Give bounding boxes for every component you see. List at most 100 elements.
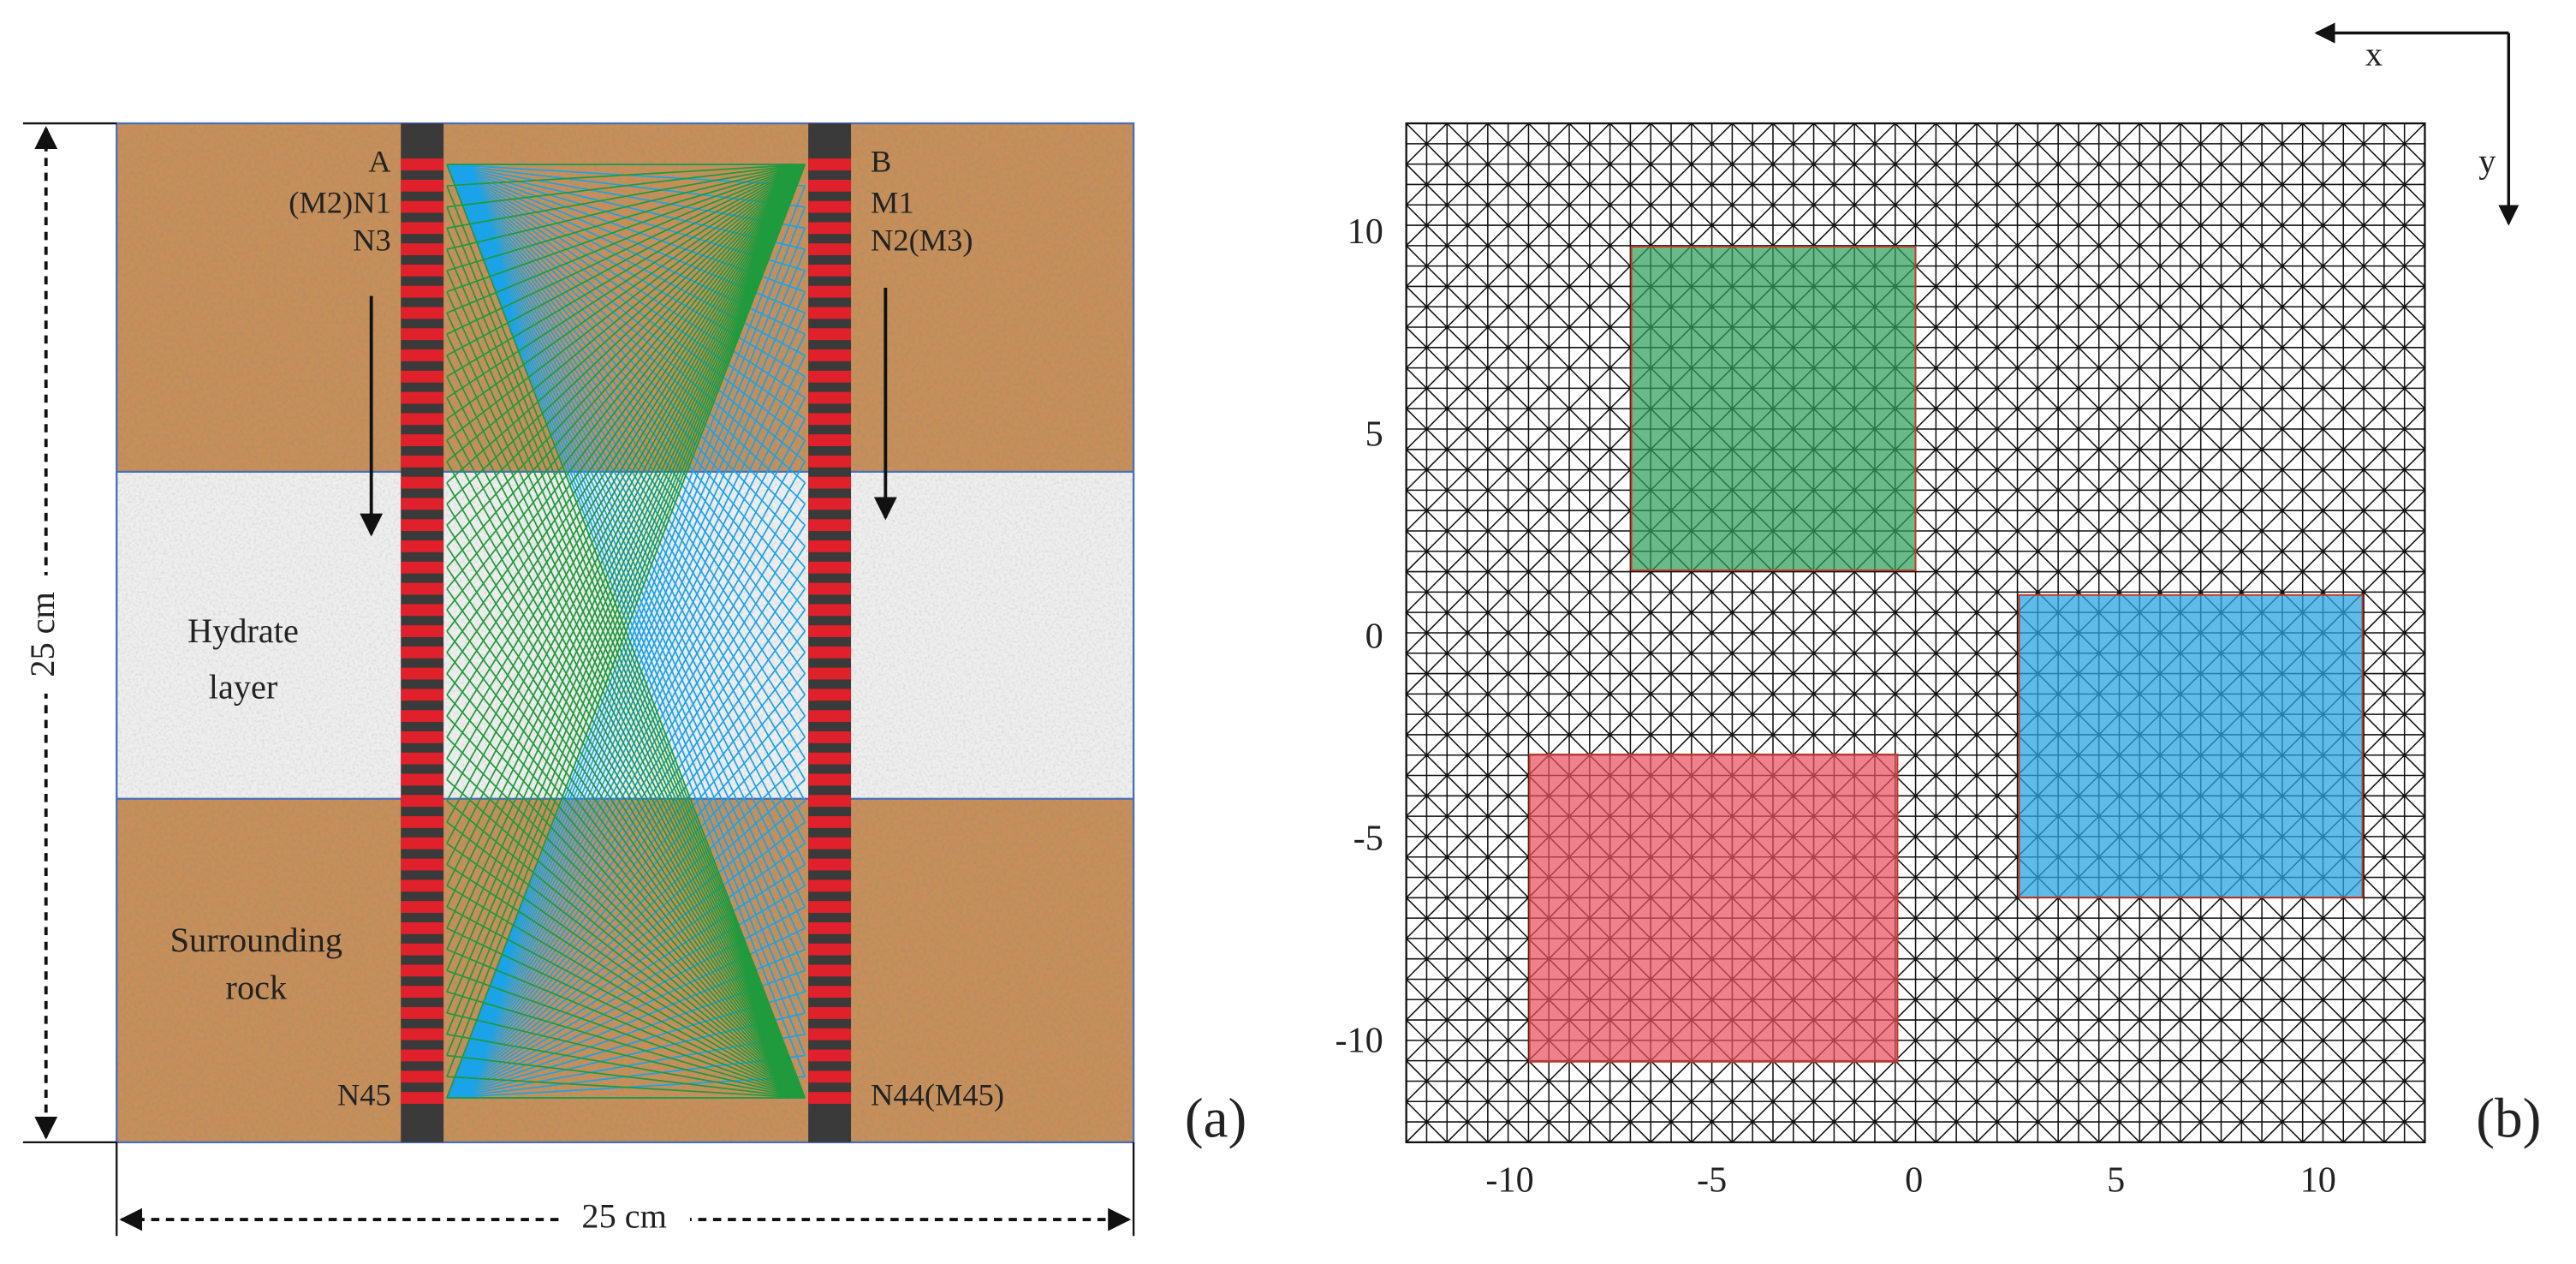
electrode <box>401 667 444 680</box>
electrode <box>808 604 852 617</box>
ray-paths <box>446 164 806 1099</box>
borehole-label: B <box>871 144 891 178</box>
electrode <box>808 901 852 913</box>
electrode-label: N45 <box>337 1077 391 1112</box>
electrode <box>808 730 852 743</box>
mesh-border <box>1405 122 2426 1144</box>
electrode <box>401 901 444 913</box>
electrode <box>401 582 444 595</box>
width-label: 25 cm <box>581 1196 667 1235</box>
electrode <box>808 328 852 341</box>
electrode <box>401 837 444 850</box>
electrode <box>401 179 444 192</box>
model-border <box>116 122 1135 1144</box>
x-direction-label: x <box>2365 35 2383 74</box>
panel-a: A (M2)N1 N3 N45 B M1 N2(M3) N44(M45) Hyd… <box>22 122 1246 1243</box>
electrode <box>808 943 852 956</box>
panel-label: (a) <box>1185 1088 1246 1150</box>
anomaly-blue <box>2018 593 2364 898</box>
electrode <box>808 391 852 404</box>
electrode <box>401 625 444 637</box>
electrode <box>401 243 444 256</box>
electrode <box>401 349 444 361</box>
electrode <box>808 285 852 298</box>
electrode <box>401 264 444 277</box>
electrode-label: (M2)N1 <box>289 185 390 219</box>
electrode <box>401 752 444 765</box>
electrode <box>401 434 444 446</box>
electrode <box>808 200 852 213</box>
y-tick-label: 5 <box>1365 414 1383 454</box>
electrode <box>401 816 444 828</box>
electrode <box>401 370 444 383</box>
electrode <box>808 964 852 977</box>
electrode <box>808 921 852 934</box>
electrode <box>808 179 852 192</box>
electrode <box>808 837 852 850</box>
y-tick-label: -10 <box>1336 1020 1383 1060</box>
electrode <box>401 730 444 743</box>
x-tick-label: 10 <box>2300 1160 2336 1201</box>
layer-label: Hydrate <box>187 611 299 650</box>
electrode <box>401 1092 444 1104</box>
electrode <box>808 689 852 701</box>
electrode <box>808 222 852 235</box>
borehole-label: A <box>368 144 391 178</box>
electrode <box>808 519 852 532</box>
panel-b: -10 -5 0 5 10 10 5 0 -5 -10 x y (b) <box>1336 22 2541 1201</box>
electrode <box>401 943 444 956</box>
x-tick-label: 0 <box>1905 1160 1923 1201</box>
electrode <box>401 1028 444 1040</box>
electrode <box>808 1028 852 1040</box>
electrode <box>401 413 444 426</box>
electrode <box>808 498 852 510</box>
layer-label: layer <box>209 667 278 706</box>
electrode <box>401 200 444 213</box>
electrode <box>808 1092 852 1104</box>
electrode <box>401 328 444 341</box>
electrode <box>401 158 444 170</box>
layer-label: rock <box>226 969 288 1007</box>
electrode <box>808 1007 852 1019</box>
electrode <box>401 540 444 552</box>
electrode <box>808 795 852 808</box>
electrode <box>401 879 444 892</box>
electrode <box>808 370 852 383</box>
rock-layer-top <box>116 123 1134 472</box>
electrode <box>401 1007 444 1019</box>
label-backdrop <box>558 1196 690 1243</box>
electrode <box>401 455 444 468</box>
electrode <box>808 434 852 446</box>
electrode <box>401 561 444 574</box>
electrode <box>808 413 852 426</box>
electrode <box>808 561 852 574</box>
electrode <box>808 243 852 256</box>
electrode <box>808 455 852 468</box>
electrode <box>808 667 852 680</box>
electrode-label: N44(M45) <box>871 1077 1004 1112</box>
ray-path-green <box>446 164 806 1099</box>
anomaly-red <box>1528 754 1899 1063</box>
x-tick-label: -10 <box>1485 1160 1533 1201</box>
electrode <box>808 540 852 552</box>
anomaly-green <box>1630 246 1917 571</box>
electrode <box>808 582 852 595</box>
electrode <box>808 986 852 999</box>
electrode <box>401 519 444 532</box>
electrode <box>808 816 852 828</box>
electrode <box>401 498 444 510</box>
electrode <box>401 222 444 235</box>
electrode <box>401 964 444 977</box>
y-tick-label: -5 <box>1353 818 1383 858</box>
electrode <box>401 646 444 659</box>
panel-label: (b) <box>2476 1088 2541 1150</box>
electrode <box>808 264 852 277</box>
x-tick-label: -5 <box>1697 1160 1727 1201</box>
electrode <box>401 710 444 723</box>
electrode <box>808 1049 852 1062</box>
electrode <box>401 307 444 319</box>
electrode-label: N3 <box>353 224 391 258</box>
electrode <box>808 752 852 765</box>
electrode <box>808 773 852 786</box>
